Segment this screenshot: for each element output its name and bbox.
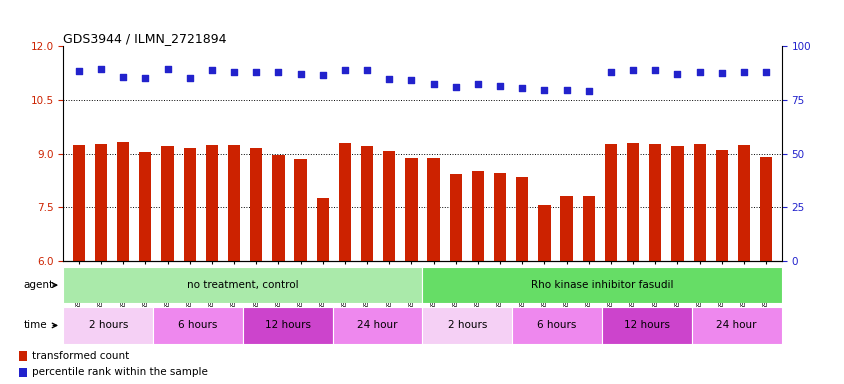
Text: GDS3944 / ILMN_2721894: GDS3944 / ILMN_2721894 — [63, 32, 226, 45]
Text: transformed count: transformed count — [32, 351, 129, 361]
Text: 6 hours: 6 hours — [537, 320, 576, 331]
Bar — [601, 307, 691, 344]
Bar — [294, 159, 306, 261]
Bar — [449, 174, 462, 261]
Text: agent: agent — [24, 280, 54, 290]
Bar — [560, 196, 572, 261]
Point — [205, 67, 219, 73]
Bar — [153, 307, 243, 344]
Bar — [648, 144, 661, 261]
Text: 2 hours: 2 hours — [447, 320, 486, 331]
Point — [426, 81, 440, 87]
Point — [448, 84, 462, 90]
Bar — [691, 307, 781, 344]
Point — [95, 66, 108, 73]
Point — [294, 71, 307, 77]
Point — [714, 70, 728, 76]
Text: 24 hour: 24 hour — [716, 320, 756, 331]
Point — [471, 81, 484, 87]
Bar — [63, 267, 422, 303]
Bar — [427, 158, 439, 261]
Bar — [511, 307, 601, 344]
Bar — [737, 145, 749, 261]
Point — [271, 69, 284, 75]
Bar — [183, 148, 196, 261]
Bar — [73, 145, 85, 261]
Point — [227, 69, 241, 75]
Bar — [405, 158, 417, 261]
Point — [316, 73, 329, 79]
Text: Rho kinase inhibitor fasudil: Rho kinase inhibitor fasudil — [530, 280, 673, 290]
Point — [183, 75, 197, 81]
Bar — [243, 307, 333, 344]
Point — [160, 66, 174, 73]
Point — [560, 87, 573, 93]
Text: 2 hours: 2 hours — [89, 320, 127, 331]
Bar — [272, 156, 284, 261]
Bar — [228, 145, 240, 261]
Bar — [117, 142, 129, 261]
Point — [582, 88, 595, 94]
Bar — [538, 205, 550, 261]
Bar — [471, 171, 484, 261]
Point — [249, 69, 262, 75]
Bar — [95, 144, 107, 261]
Point — [759, 69, 772, 75]
Point — [537, 87, 550, 93]
Text: no treatment, control: no treatment, control — [187, 280, 299, 290]
Point — [382, 76, 396, 82]
Bar — [360, 146, 373, 261]
Point — [670, 71, 684, 77]
Point — [647, 67, 661, 73]
Bar — [759, 157, 771, 261]
Text: time: time — [24, 320, 47, 331]
Bar — [250, 148, 262, 261]
Text: percentile rank within the sample: percentile rank within the sample — [32, 367, 208, 377]
Point — [515, 85, 528, 91]
Point — [138, 75, 152, 81]
Bar — [422, 267, 781, 303]
Point — [116, 73, 130, 79]
Bar — [604, 144, 616, 261]
Point — [736, 69, 749, 75]
Point — [692, 69, 706, 75]
Point — [360, 67, 373, 73]
Bar — [19, 368, 27, 377]
Bar — [333, 307, 422, 344]
Point — [625, 67, 639, 73]
Bar — [161, 146, 174, 261]
Bar — [206, 145, 218, 261]
Text: 24 hour: 24 hour — [357, 320, 398, 331]
Bar — [338, 143, 350, 261]
Bar — [715, 150, 727, 261]
Bar — [63, 307, 153, 344]
Text: 12 hours: 12 hours — [264, 320, 311, 331]
Text: 12 hours: 12 hours — [623, 320, 669, 331]
Bar — [382, 151, 395, 261]
Bar — [670, 146, 683, 261]
Point — [404, 77, 418, 83]
Text: 6 hours: 6 hours — [178, 320, 218, 331]
Bar — [19, 351, 27, 361]
Point — [72, 68, 85, 74]
Bar — [516, 177, 528, 261]
Bar — [582, 196, 594, 261]
Bar — [139, 152, 151, 261]
Bar — [422, 307, 511, 344]
Bar — [693, 144, 705, 261]
Bar — [494, 173, 506, 261]
Point — [338, 67, 351, 73]
Bar — [626, 143, 638, 261]
Bar — [316, 199, 328, 261]
Point — [603, 69, 617, 75]
Point — [493, 83, 506, 89]
